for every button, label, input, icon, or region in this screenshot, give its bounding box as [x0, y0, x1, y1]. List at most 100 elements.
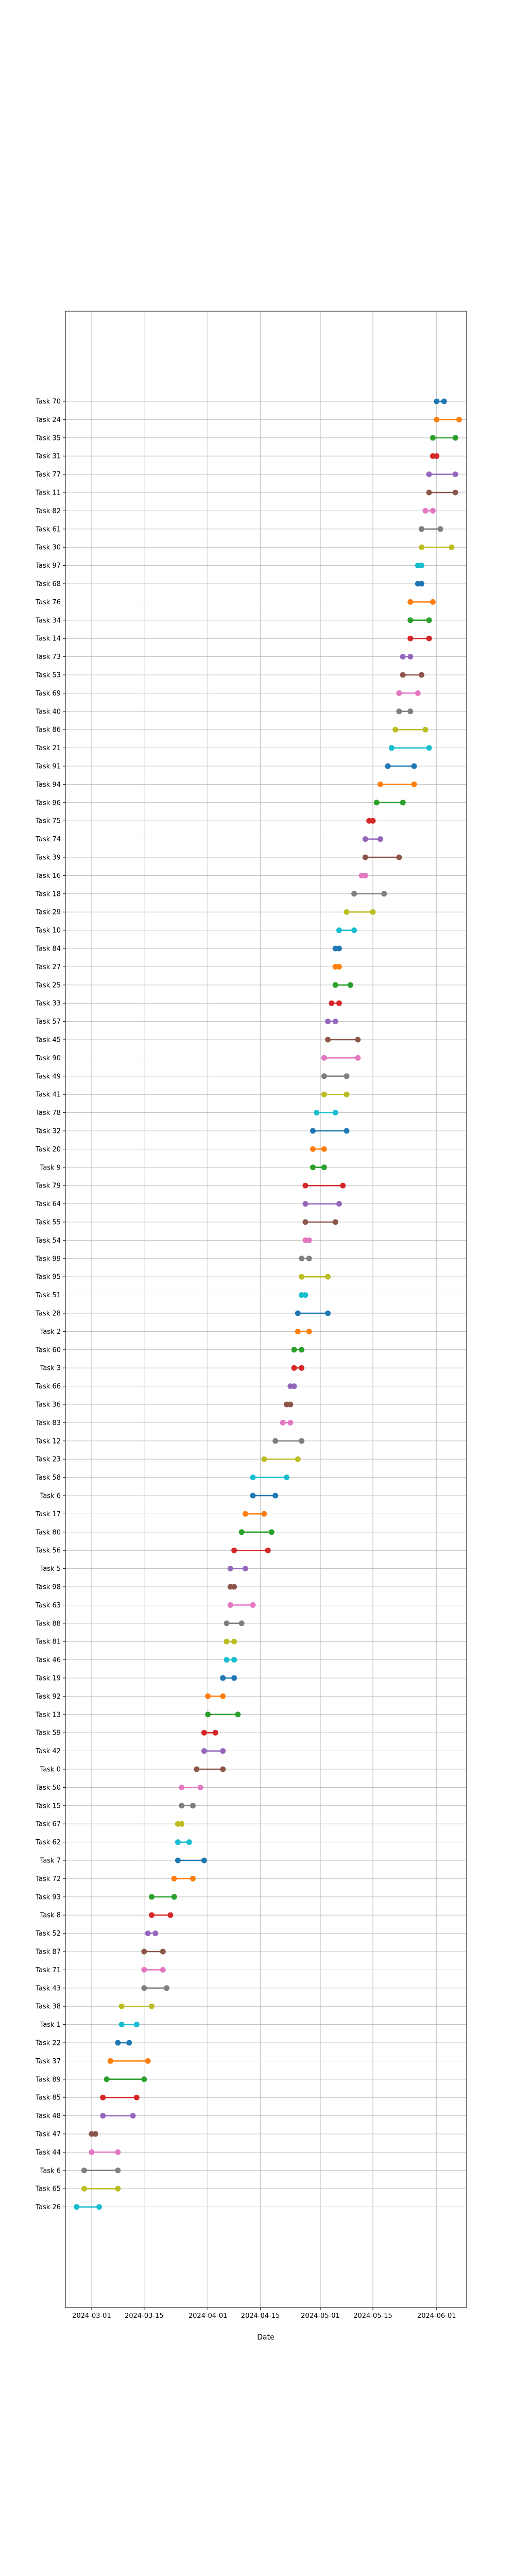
- task-start-point: [396, 708, 402, 715]
- y-tick-label: Task 14: [35, 635, 61, 643]
- task-start-point: [302, 1182, 308, 1189]
- task-start-point: [179, 1803, 185, 1809]
- y-tick-label: Task 64: [35, 1200, 61, 1208]
- task-start-point: [332, 982, 338, 988]
- task-end-point: [407, 708, 414, 715]
- y-tick-label: Task 16: [35, 872, 61, 880]
- x-tick-labels: 2024-03-01 2024-03-15 2024-04-01 2024-04-15…: [72, 2312, 456, 2320]
- task-start-point: [100, 2094, 106, 2100]
- task-start-point: [141, 1967, 147, 1973]
- task-start-point: [329, 1000, 335, 1006]
- task-end-point: [336, 945, 342, 952]
- task-end-point: [115, 2149, 121, 2155]
- y-tick-label: Task 67: [35, 1821, 61, 1828]
- task-end-point: [231, 1584, 237, 1590]
- task-end-point: [407, 654, 414, 660]
- task-end-point: [344, 1128, 350, 1134]
- y-tick-label: Task 77: [35, 471, 61, 479]
- task-end-point: [92, 2131, 98, 2137]
- y-tick-label: Task 34: [35, 617, 61, 624]
- task-start-point: [201, 1730, 207, 1736]
- task-end-point: [426, 635, 432, 641]
- y-tick-label: Task 87: [35, 1948, 61, 1956]
- y-tick-label: Task 21: [35, 744, 61, 752]
- x-tick-label: 2024-03-15: [125, 2312, 164, 2320]
- y-tick-label: Task 45: [35, 1037, 61, 1044]
- task-end-point: [212, 1730, 218, 1736]
- x-tick-label: 2024-03-01: [72, 2312, 111, 2320]
- task-start-point: [291, 1365, 297, 1371]
- task-end-point: [133, 2094, 140, 2100]
- task-end-point: [381, 891, 387, 897]
- task-start-point: [224, 1657, 230, 1663]
- task-end-point: [449, 544, 455, 550]
- task-end-point: [231, 1657, 237, 1663]
- task-start-point: [400, 672, 406, 678]
- task-start-point: [362, 836, 368, 842]
- task-end-point: [133, 2022, 140, 2028]
- y-tick-label: Task 25: [35, 981, 61, 989]
- y-tick-label: Task 90: [35, 1055, 61, 1062]
- task-end-point: [400, 800, 406, 806]
- y-tick-label: Task 40: [35, 708, 61, 716]
- task-end-point: [370, 909, 376, 915]
- task-start-point: [224, 1638, 230, 1645]
- task-start-point: [175, 1839, 181, 1845]
- y-tick-label: Task 58: [35, 1474, 61, 1482]
- y-tick-label: Task 5: [40, 1565, 61, 1573]
- task-end-point: [306, 1237, 312, 1243]
- task-start-point: [434, 416, 440, 422]
- task-start-point: [396, 690, 402, 696]
- y-tick-label: Task 50: [35, 1784, 61, 1792]
- task-end-point: [291, 1383, 297, 1389]
- task-start-point: [362, 854, 368, 860]
- task-start-point: [175, 1857, 181, 1863]
- y-tick-label: Task 31: [35, 453, 61, 461]
- task-end-point: [201, 1857, 207, 1863]
- y-tick-label: Task 55: [35, 1219, 61, 1227]
- task-start-point: [426, 489, 432, 496]
- task-end-point: [287, 1401, 294, 1408]
- y-tick-label: Task 20: [35, 1146, 61, 1154]
- task-start-point: [81, 2167, 87, 2174]
- task-end-point: [231, 1638, 237, 1645]
- y-tick-label: Task 3: [40, 1365, 61, 1372]
- task-start-point: [314, 1110, 320, 1116]
- task-end-point: [344, 1073, 350, 1079]
- task-end-point: [336, 1000, 342, 1006]
- task-end-point: [261, 1511, 267, 1517]
- y-tick-label: Task 26: [35, 2204, 61, 2211]
- task-end-point: [430, 507, 436, 514]
- y-tick-label: Task 65: [35, 2185, 61, 2193]
- task-end-point: [321, 1146, 327, 1152]
- task-start-point: [74, 2204, 80, 2210]
- task-end-point: [351, 927, 357, 934]
- task-start-point: [280, 1419, 286, 1426]
- y-tick-label: Task 39: [35, 854, 61, 862]
- plot-frame: [65, 311, 467, 2308]
- task-start-point: [104, 2076, 110, 2082]
- y-tick-label: Task 84: [35, 945, 61, 953]
- y-tick-label: Task 81: [35, 1638, 61, 1646]
- marks-layer: [74, 398, 462, 2210]
- task-start-point: [118, 2022, 125, 2028]
- task-end-point: [284, 1475, 290, 1481]
- task-start-point: [141, 1948, 147, 1955]
- task-end-point: [419, 563, 425, 569]
- y-tick-label: Task 80: [35, 1529, 61, 1536]
- y-tick-label: Task 70: [35, 398, 61, 406]
- task-start-point: [291, 1347, 297, 1353]
- y-tick-label: Task 0: [40, 1766, 61, 1774]
- task-start-point: [351, 891, 357, 897]
- task-end-point: [325, 1274, 331, 1280]
- task-end-point: [332, 1110, 338, 1116]
- task-start-point: [250, 1493, 256, 1499]
- y-tick-label: Task 36: [35, 1401, 61, 1409]
- task-end-point: [299, 1365, 305, 1371]
- y-tick-label: Task 59: [35, 1730, 61, 1737]
- y-tick-label: Task 30: [35, 544, 61, 552]
- task-start-point: [385, 763, 391, 769]
- y-tick-label: Task 48: [35, 2112, 61, 2120]
- task-start-point: [205, 1711, 211, 1718]
